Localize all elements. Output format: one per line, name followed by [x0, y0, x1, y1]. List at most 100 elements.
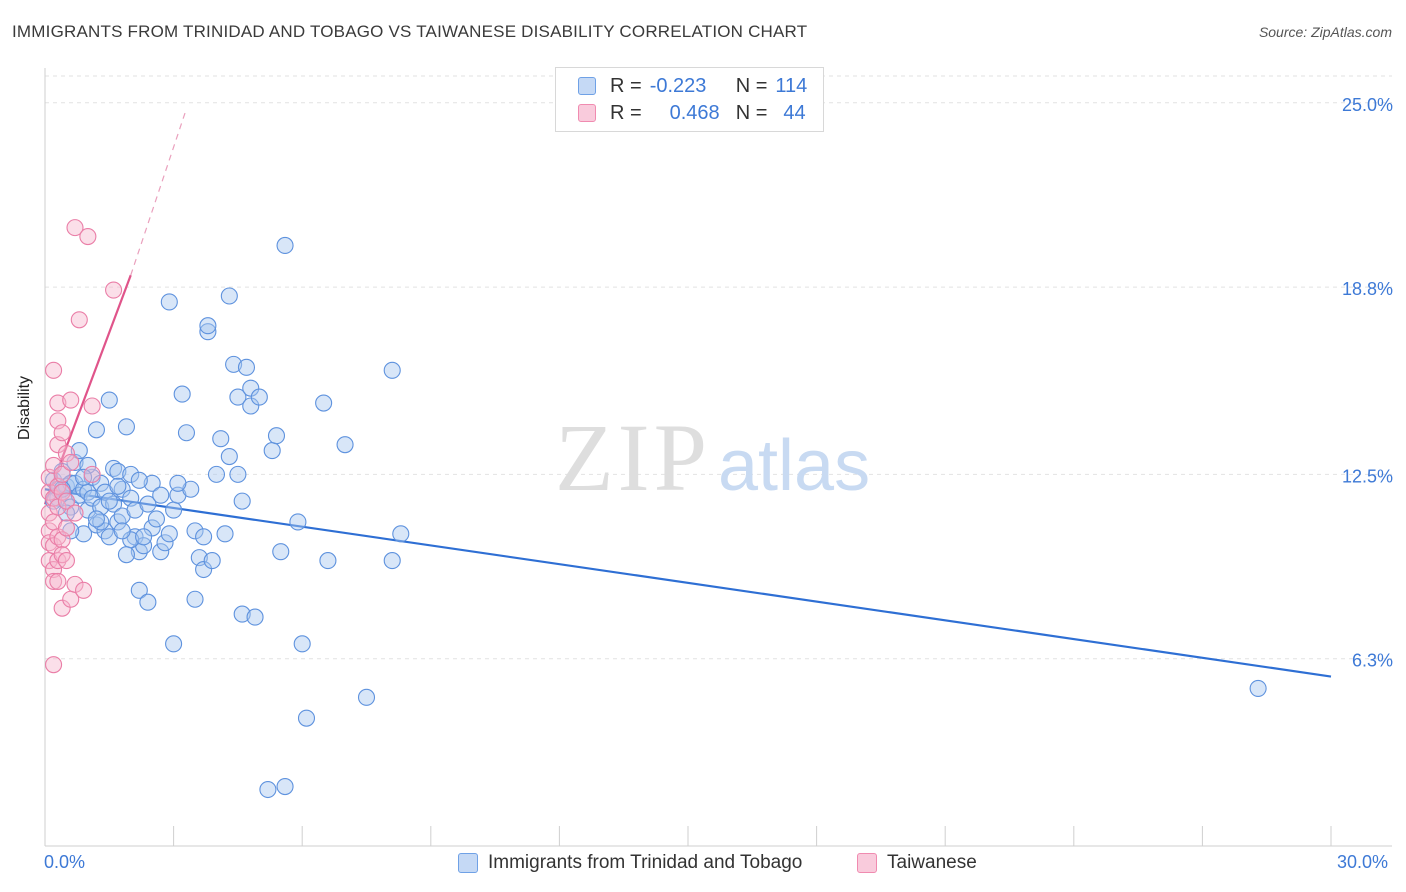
- data-point-trinidad: [229, 388, 247, 406]
- data-point-taiwanese: [66, 219, 84, 237]
- data-point-trinidad: [357, 688, 376, 706]
- data-point-trinidad: [246, 608, 264, 626]
- data-point-trinidad: [276, 777, 294, 796]
- watermark-zip: ZIP: [555, 404, 711, 511]
- data-point-taiwanese: [57, 492, 75, 510]
- data-point-trinidad: [216, 525, 234, 543]
- x-tick-label-max: 30.0%: [1337, 852, 1389, 872]
- data-point-trinidad: [242, 397, 260, 415]
- data-point-taiwanese: [45, 656, 63, 674]
- stats-row-taiwanese: R = 0.468 N = 44: [578, 101, 806, 125]
- data-point-trinidad: [70, 442, 88, 460]
- stats-r-value: -0.223: [649, 74, 707, 97]
- data-point-taiwanese: [105, 281, 123, 299]
- data-point-trinidad: [276, 236, 294, 255]
- data-point-taiwanese: [66, 575, 84, 593]
- source-label: Source: ZipAtlas.com: [1258, 24, 1392, 40]
- data-point-taiwanese: [53, 599, 71, 617]
- data-point-trinidad: [122, 465, 140, 483]
- data-point-trinidad: [109, 477, 127, 495]
- data-point-trinidad: [117, 418, 135, 436]
- y-tick-label: 12.5%: [1342, 466, 1393, 486]
- data-point-trinidad: [173, 385, 191, 403]
- data-point-trinidad: [315, 394, 333, 412]
- x-tick-label-min: 0.0%: [44, 852, 86, 872]
- data-point-trinidad: [229, 465, 247, 483]
- data-point-trinidad: [186, 522, 204, 540]
- stats-n-label: N =: [735, 101, 768, 124]
- series-legend: Immigrants from Trinidad and Tobago Taiw…: [0, 850, 1406, 878]
- data-point-trinidad: [113, 522, 131, 540]
- data-point-trinidad: [319, 552, 337, 570]
- trend-line-trinidad: [44, 488, 1332, 678]
- data-point-taiwanese: [49, 394, 67, 412]
- watermark: ZIP atlas: [555, 404, 870, 511]
- data-point-taiwanese: [45, 456, 63, 475]
- stats-legend: R = -0.223 N = 114 R = 0.468 N = 44: [555, 67, 824, 132]
- data-point-taiwanese: [62, 453, 80, 472]
- legend-item-trinidad[interactable]: Immigrants from Trinidad and Tobago: [458, 852, 802, 874]
- data-point-trinidad: [139, 593, 157, 611]
- data-point-taiwanese: [45, 361, 63, 379]
- data-point-trinidad: [250, 388, 268, 406]
- data-point-trinidad: [57, 504, 75, 522]
- data-point-trinidad: [225, 355, 243, 373]
- data-point-taiwanese: [53, 424, 71, 442]
- stats-swatch-taiwanese: [578, 104, 596, 122]
- data-point-trinidad: [87, 421, 105, 439]
- data-point-trinidad: [233, 492, 251, 510]
- data-point-trinidad: [272, 543, 290, 561]
- chart-title: IMMIGRANTS FROM TRINIDAD AND TOBAGO VS T…: [12, 22, 808, 41]
- data-point-trinidad: [87, 510, 105, 528]
- data-point-taiwanese: [75, 581, 93, 599]
- stats-r-label: R =: [610, 101, 642, 124]
- y-tick-label: 25.0%: [1342, 95, 1393, 115]
- data-point-trinidad: [1249, 679, 1267, 697]
- watermark-atlas: atlas: [718, 426, 870, 506]
- y-tick-label: 6.3%: [1352, 651, 1393, 671]
- data-point-trinidad: [143, 474, 161, 492]
- legend-label-taiwanese: Taiwanese: [887, 852, 977, 873]
- legend-item-taiwanese[interactable]: Taiwanese: [857, 852, 977, 874]
- data-point-trinidad: [293, 635, 311, 653]
- axes: [44, 68, 1392, 847]
- data-point-trinidad: [152, 543, 170, 561]
- data-point-taiwanese: [53, 483, 71, 501]
- data-point-trinidad: [289, 513, 307, 531]
- data-point-trinidad: [165, 635, 183, 653]
- data-point-trinidad: [186, 590, 204, 608]
- data-point-taiwanese: [62, 391, 80, 409]
- data-point-trinidad: [75, 525, 93, 543]
- data-point-trinidad: [199, 317, 217, 335]
- y-tick-label: 18.8%: [1342, 279, 1393, 299]
- data-point-trinidad: [212, 430, 230, 448]
- data-point-trinidad: [195, 528, 213, 546]
- data-point-trinidad: [220, 447, 238, 466]
- stats-n-value: 114: [775, 74, 808, 97]
- data-point-trinidad: [117, 546, 135, 564]
- data-point-trinidad: [135, 528, 153, 546]
- data-point-trinidad: [177, 424, 196, 442]
- stats-swatch-trinidad: [578, 77, 596, 95]
- data-point-taiwanese: [57, 445, 75, 463]
- data-point-taiwanese: [57, 519, 75, 537]
- data-point-trinidad: [165, 501, 183, 519]
- data-point-trinidad: [169, 474, 187, 492]
- stats-n-value: 44: [783, 101, 806, 124]
- data-point-trinidad: [130, 581, 148, 599]
- data-point-taiwanese: [66, 504, 84, 522]
- data-point-trinidad: [383, 361, 401, 379]
- data-point-trinidad: [152, 486, 170, 504]
- trend-line-taiwanese: [43, 274, 132, 505]
- data-point-trinidad: [160, 293, 178, 311]
- data-point-trinidad: [392, 525, 410, 543]
- data-point-trinidad: [237, 358, 256, 376]
- stats-r-value: 0.468: [669, 101, 720, 124]
- data-point-taiwanese: [53, 465, 71, 483]
- data-point-trinidad: [383, 552, 401, 570]
- data-point-trinidad: [199, 323, 217, 341]
- data-point-trinidad: [100, 492, 118, 510]
- stats-r-label: R =: [610, 74, 642, 97]
- data-point-trinidad: [195, 560, 213, 579]
